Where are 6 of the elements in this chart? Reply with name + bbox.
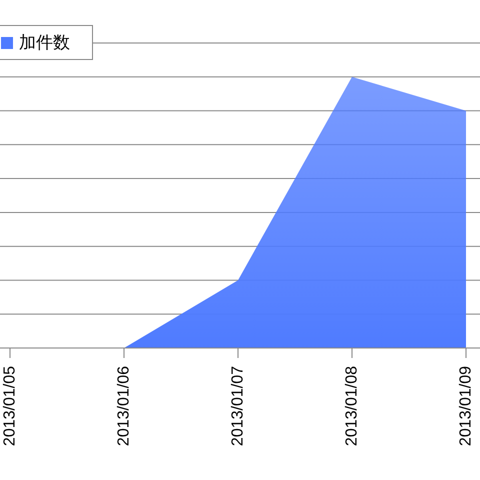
x-tick-label: 2013/01/07 (230, 366, 246, 446)
x-tick-label: 2013/01/06 (116, 366, 132, 446)
x-tick-label: 2013/01/08 (344, 366, 360, 446)
x-tick-label: 2013/01/05 (2, 366, 18, 446)
x-tick-label: 2013/01/09 (458, 366, 474, 446)
legend-label: 加件数 (19, 32, 70, 54)
